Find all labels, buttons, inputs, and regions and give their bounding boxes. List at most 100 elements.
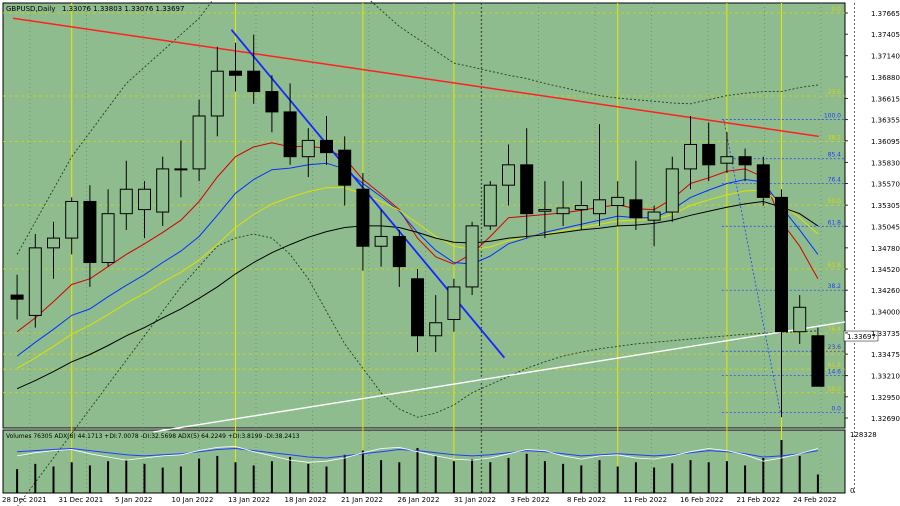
price-tick-label: 1.36615 — [871, 95, 900, 103]
date-tick-label: 16 Feb 2022 — [680, 496, 724, 504]
candle-bearish — [338, 149, 352, 186]
current-price-label: 1.33697 — [847, 333, 876, 341]
candle-bullish — [502, 164, 515, 186]
price-tick-label: 1.33475 — [871, 351, 900, 359]
candle-bearish — [411, 278, 424, 337]
price-tick-label: 1.33735 — [871, 330, 900, 338]
candle-bullish — [793, 306, 807, 333]
moving-average-line — [16, 187, 819, 369]
date-tick-label: 8 Feb 2022 — [567, 496, 606, 504]
candle-bearish — [392, 235, 406, 268]
candle-bearish — [265, 91, 279, 113]
ohlc-label: 1.33076 1.33803 1.33076 1.33697 — [62, 5, 184, 13]
price-tick-label: 1.35830 — [871, 159, 900, 167]
date-tick-label: 31 Dec 2021 — [59, 496, 104, 504]
volume-max-label: 128328 — [850, 431, 877, 439]
candle-bullish — [593, 199, 606, 215]
candle-bearish — [756, 164, 770, 198]
fib-level-yellow-label: 23.6 — [828, 89, 842, 96]
date-tick-label: 11 Feb 2022 — [624, 496, 668, 504]
price-tick-label: 1.35045 — [871, 223, 900, 231]
bollinger-bands-layer — [16, 0, 818, 506]
fib-level-blue-label: 14.6 — [828, 369, 842, 376]
volume-min-label: 0 — [850, 487, 854, 495]
candle-bullish — [684, 143, 697, 170]
candle-bullish — [192, 115, 206, 170]
fib-level-blue-label: 85.4 — [828, 152, 842, 159]
fib-level-yellow-label: 50.0 — [828, 386, 842, 393]
price-tick-label: 1.35570 — [871, 181, 900, 189]
fib-level-yellow-label: 61.8 — [828, 362, 842, 369]
price-tick-label: 1.36880 — [871, 74, 900, 82]
fib-level-yellow-label: 76.4 — [828, 326, 842, 333]
price-tick-label: 1.36095 — [871, 138, 900, 146]
date-tick-label: 26 Jan 2022 — [398, 496, 440, 504]
candle-bullish — [556, 207, 570, 215]
candle-bullish — [720, 156, 734, 164]
candle-bullish — [429, 322, 443, 337]
candle-bullish — [538, 209, 552, 212]
candle-bearish — [702, 143, 716, 166]
date-tick-label: 3 Feb 2022 — [511, 496, 550, 504]
price-tick-label: 1.35305 — [871, 202, 900, 210]
candle-bullish — [101, 213, 115, 264]
price-tick-label: 1.34520 — [871, 266, 900, 274]
fib-level-blue-label: 76.4 — [828, 177, 842, 184]
date-tick-label: 13 Jan 2022 — [228, 496, 270, 504]
price-tick-label: 1.34000 — [871, 308, 900, 316]
moving-average-line — [16, 200, 819, 390]
candle-bullish — [119, 188, 133, 215]
candle-bearish — [10, 294, 24, 300]
candle-bearish — [520, 164, 534, 215]
candle-bearish — [775, 196, 788, 333]
fib-level-yellow-label: 50.0 — [828, 198, 842, 205]
candle-bullish — [301, 139, 315, 158]
price-tick-label: 1.34780 — [871, 245, 900, 253]
fib-level-yellow-label: 100.0 — [824, 347, 841, 354]
fib-level-blue-label: 0.0 — [831, 405, 841, 412]
candle-bearish — [629, 199, 643, 219]
candle-bullish — [647, 211, 661, 221]
candle-bullish — [156, 168, 170, 213]
candles-layer — [10, 34, 825, 418]
price-tick-label: 1.32690 — [871, 415, 900, 423]
price-tick-label: 1.34260 — [871, 287, 900, 295]
main-plot-area — [2, 2, 846, 429]
candle-bearish — [738, 156, 752, 166]
resistance-trendline-red — [12, 17, 819, 138]
current-price-box — [843, 330, 879, 342]
candle-bullish — [483, 184, 497, 227]
candle-bullish — [28, 247, 42, 316]
fib-level-yellow-label: 61.8 — [828, 262, 842, 269]
candle-bullish — [374, 235, 388, 247]
candle-bearish — [229, 70, 242, 76]
candle-bullish — [611, 196, 625, 207]
axis-layer: 1.33697 1.37665 1.37405 1.37140 1.36880 1.366… — [2, 10, 900, 504]
moving-average-line — [16, 142, 819, 333]
fib-level-blue-label: 23.6 — [828, 344, 842, 351]
date-tick-label: 21 Feb 2022 — [737, 496, 781, 504]
candle-bullish — [574, 205, 588, 211]
candle-bearish — [320, 139, 333, 154]
support-trendline-white — [153, 321, 846, 433]
adx-secondary-line — [17, 445, 819, 463]
bollinger-lower-band — [17, 233, 818, 506]
candle-bearish — [356, 188, 370, 247]
candle-bearish — [247, 70, 261, 93]
symbol-label: GBPUSD,Daily — [6, 5, 55, 13]
fib-anchor-line — [723, 119, 781, 413]
fib-level-yellow-label: 0.0 — [831, 6, 841, 13]
fib-level-blue-label: 61.8 — [828, 219, 842, 226]
price-tick-label: 1.32950 — [871, 394, 900, 402]
candle-bearish — [83, 200, 97, 264]
indicator-label: Volumes 76305 ADX(8) 44.1713 +DI:7.0078 … — [6, 433, 300, 440]
candle-bearish — [174, 168, 188, 171]
candle-bearish — [811, 335, 825, 387]
price-tick-label: 1.37140 — [871, 53, 900, 61]
candle-bullish — [47, 237, 60, 249]
candle-bullish — [465, 225, 479, 288]
date-tick-label: 21 Jan 2022 — [341, 496, 383, 504]
candle-bullish — [447, 286, 461, 320]
date-tick-label: 31 Jan 2022 — [454, 496, 496, 504]
